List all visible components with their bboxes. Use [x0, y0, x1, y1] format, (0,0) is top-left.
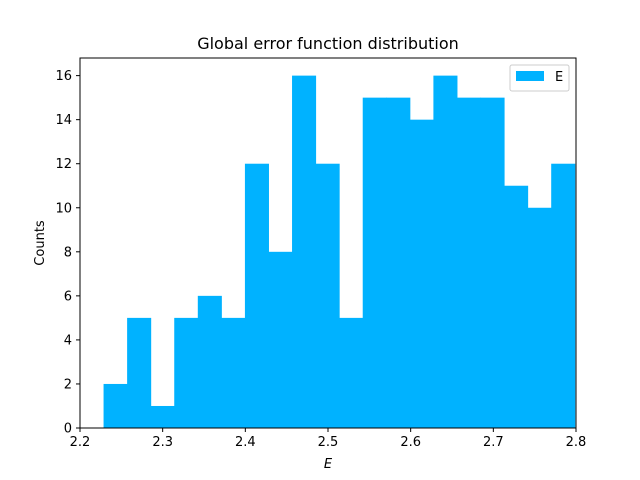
x-axis: 2.2 2.3 2.4 2.5 2.6 2.7 2.8 [70, 428, 587, 450]
y-tick-label: 6 [64, 289, 72, 304]
histogram-bar [551, 163, 576, 428]
histogram-bar [433, 75, 458, 428]
histogram-bar [268, 251, 293, 428]
bars-group [103, 75, 576, 429]
x-tick-label: 2.8 [566, 435, 587, 450]
chart-title: Global error function distribution [197, 34, 459, 53]
histogram-bar [362, 97, 387, 429]
histogram-bar [103, 383, 128, 428]
histogram-bar [456, 97, 482, 429]
x-tick-label: 2.2 [70, 435, 91, 450]
histogram-bar [386, 97, 411, 429]
histogram-bar [527, 207, 552, 428]
x-tick-label: 2.3 [152, 435, 173, 450]
legend-label: E [555, 70, 563, 85]
y-tick-label: 10 [55, 201, 72, 216]
y-axis: 0 2 4 6 8 10 12 14 16 [55, 69, 80, 437]
histogram-bar [127, 317, 152, 428]
histogram-bar [221, 317, 246, 428]
histogram-bar [197, 295, 222, 428]
histogram-bar [315, 163, 340, 428]
histogram-bar [150, 405, 175, 428]
y-tick-label: 2 [64, 377, 72, 392]
y-axis-label: Counts [33, 220, 48, 266]
x-tick-label: 2.6 [400, 435, 421, 450]
legend: E [509, 64, 570, 92]
histogram-bar [339, 317, 364, 428]
histogram-bar [504, 185, 529, 428]
histogram-bar [292, 75, 317, 428]
x-tick-label: 2.4 [235, 435, 256, 450]
y-tick-label: 14 [55, 113, 72, 128]
y-tick-label: 4 [64, 333, 72, 348]
histogram-bar [244, 163, 269, 428]
y-tick-label: 16 [55, 69, 72, 84]
histogram-bar [409, 119, 434, 429]
histogram-bar [480, 97, 505, 429]
y-tick-label: 8 [64, 245, 72, 260]
histogram-bar [174, 317, 199, 428]
x-axis-label: E [324, 457, 333, 472]
x-tick-label: 2.5 [318, 435, 339, 450]
y-tick-label: 0 [64, 422, 72, 437]
y-tick-label: 12 [55, 157, 72, 172]
x-tick-label: 2.7 [483, 435, 504, 450]
legend-swatch [516, 71, 544, 81]
